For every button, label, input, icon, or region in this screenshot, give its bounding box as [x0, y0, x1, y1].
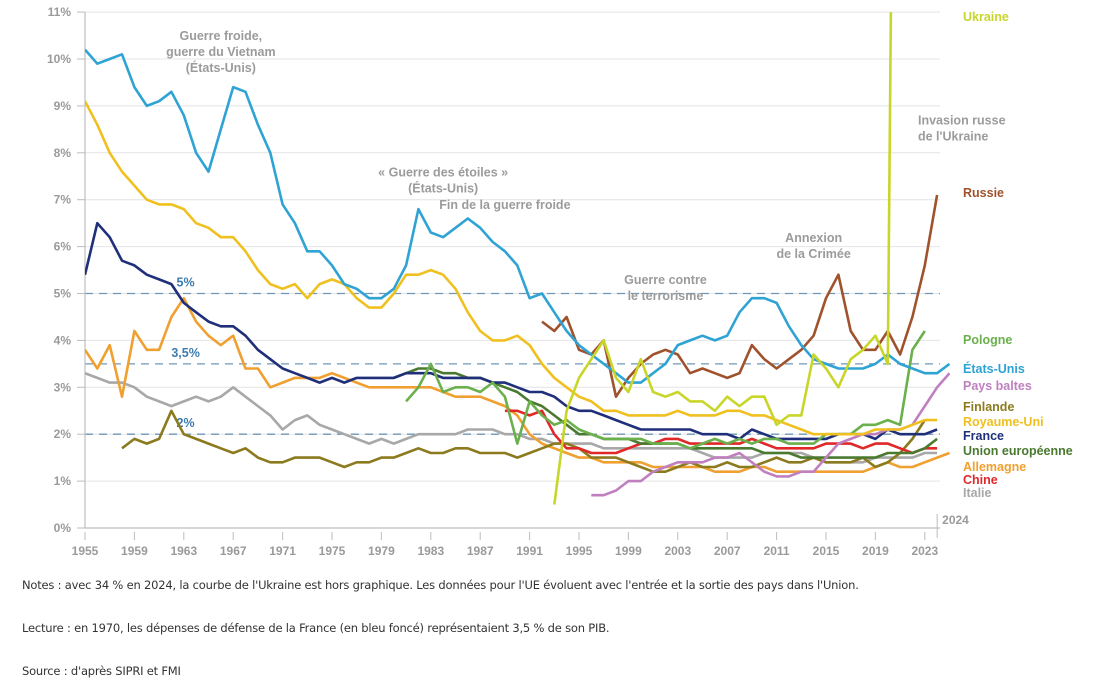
annotation-line: Guerre froide, [180, 29, 263, 43]
annotation-line: Annexion [785, 231, 842, 245]
x-tick-label: 1959 [121, 544, 148, 558]
y-tick-label: 10% [47, 52, 71, 66]
series-line-france [85, 221, 938, 441]
annotation-line: Fin de la guerre froide [439, 198, 570, 212]
annotation: Annexion de la Crimée [776, 231, 850, 261]
y-tick-label: 11% [48, 5, 72, 19]
annotation-line: Guerre contre [624, 273, 707, 287]
end-marker-label: 2024 [942, 513, 969, 527]
annotation-line: le terrorisme [628, 289, 704, 303]
legend-label: Union européenne [963, 444, 1073, 458]
annotation: Invasion russe de l'Ukraine [918, 114, 1006, 144]
series-line-royaume-uni [85, 100, 938, 436]
series-line-chine [504, 409, 938, 455]
legend: Ukraine Russie Pologne États-Unis Pays balte… [963, 10, 1073, 500]
series-line-russie [541, 194, 939, 399]
x-tick-label: 1979 [368, 544, 395, 558]
legend-label: Finlande [963, 400, 1014, 414]
legend-label: Royaume-Uni [963, 415, 1044, 429]
annotation-line: (États-Unis) [186, 60, 256, 75]
legend-label: Pologne [963, 333, 1012, 347]
notes-text: Notes : avec 34 % en 2024, la courbe de … [22, 578, 859, 592]
x-tick-label: 2007 [714, 544, 741, 558]
y-tick-label: 4% [54, 333, 72, 347]
annotation-line: de l'Ukraine [918, 130, 988, 144]
reference-label: 3,5% [171, 346, 200, 360]
series-line-italie [85, 371, 938, 464]
reference-label: 5% [177, 276, 195, 290]
x-tick-label: 2015 [813, 544, 840, 558]
legend-label: Allemagne [963, 460, 1026, 474]
series-line-finlande [121, 409, 926, 474]
annotation-line: guerre du Vietnam [166, 45, 276, 59]
legend-label: États-Unis [963, 361, 1025, 376]
y-tick-label: 0% [54, 521, 72, 535]
series-lines [85, 12, 950, 505]
legend-label: Ukraine [963, 10, 1009, 24]
y-tick-label: 8% [54, 146, 72, 160]
series-line-ukraine [553, 12, 893, 505]
y-tick-label: 2% [54, 427, 72, 441]
annotations: Guerre froide, guerre du Vietnam (États-Un… [166, 29, 1006, 303]
x-tick-label: 1999 [615, 544, 642, 558]
legend-label: Italie [963, 486, 992, 500]
y-tick-label: 3% [54, 380, 72, 394]
series-line-états-unis [85, 48, 950, 384]
legend-label: France [963, 429, 1004, 443]
defense-spending-chart: 5%3,5%2% 0%1%2%3%4%5%6%7%8%9%10%11%1955 1… [47, 5, 1073, 558]
annotation-line: Invasion russe [918, 114, 1006, 128]
x-tick-label: 1995 [566, 544, 593, 558]
x-tick-label: 1963 [170, 544, 197, 558]
y-tick-label: 7% [54, 193, 72, 207]
annotation-line: de la Crimée [776, 247, 850, 261]
legend-label: Pays baltes [963, 379, 1032, 393]
legend-label: Chine [963, 473, 998, 487]
x-tick-label: 1983 [417, 544, 444, 558]
x-tick-label: 1955 [72, 544, 99, 558]
y-tick-label: 6% [54, 240, 72, 254]
x-tick-label: 1967 [220, 544, 247, 558]
y-tick-label: 1% [54, 474, 72, 488]
source-text: Source : d'après SIPRI et FMI [22, 664, 181, 678]
reading-text: Lecture : en 1970, les dépenses de défen… [22, 621, 610, 635]
x-tick-label: 2003 [664, 544, 691, 558]
x-tick-label: 1987 [467, 544, 494, 558]
annotation: Guerre contre le terrorisme [624, 273, 707, 303]
x-tick-label: 2019 [862, 544, 889, 558]
x-tick-label: 2023 [911, 544, 938, 558]
x-tick-label: 1971 [269, 544, 296, 558]
x-tick-label: 2011 [764, 544, 790, 558]
y-tick-label: 5% [54, 287, 72, 301]
annotation: « Guerre des étoiles » (États-Unis) [378, 165, 508, 195]
annotation: Fin de la guerre froide [439, 198, 570, 212]
annotation: Guerre froide, guerre du Vietnam (États-Un… [166, 29, 276, 75]
x-tick-label: 1975 [319, 544, 346, 558]
y-tick-label: 9% [54, 99, 72, 113]
x-tick-label: 1991 [516, 544, 543, 558]
annotation-line: (États-Unis) [408, 180, 478, 195]
legend-label: Russie [963, 186, 1004, 200]
annotation-line: « Guerre des étoiles » [378, 165, 508, 179]
